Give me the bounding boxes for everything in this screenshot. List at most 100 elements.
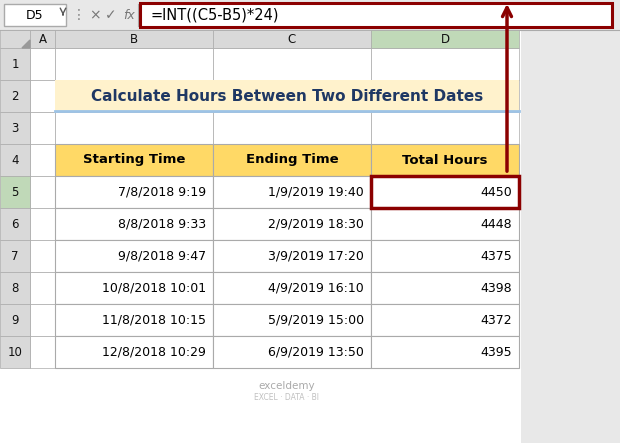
Bar [371,304,519,336]
Text: 10/8/2018 10:01: 10/8/2018 10:01 [102,281,206,295]
Text: 5/9/2019 15:00: 5/9/2019 15:00 [268,314,364,326]
Bar [30,304,55,336]
Bar [213,208,371,240]
Text: 9/8/2018 9:47: 9/8/2018 9:47 [118,249,206,263]
Bar [30,144,55,176]
Bar [371,304,519,336]
Bar [0,176,30,208]
Text: 4448: 4448 [480,218,512,230]
Bar [30,240,55,272]
Text: exceldemy: exceldemy [259,381,316,391]
Bar [371,144,519,176]
Bar [55,176,213,208]
Bar [0,112,30,144]
Text: 3: 3 [11,121,19,135]
Text: D: D [440,32,450,46]
Bar [213,240,371,272]
Bar [371,176,519,208]
Bar [213,48,371,80]
Bar [0,0,620,30]
Text: ✓: ✓ [105,8,117,22]
Bar [371,272,519,304]
Bar [371,336,519,368]
Bar [55,240,213,272]
Bar [371,240,519,272]
Text: 9: 9 [11,314,19,326]
Bar [30,208,55,240]
Bar [213,336,371,368]
Bar [0,80,30,112]
Text: 6: 6 [11,218,19,230]
Bar [0,30,30,48]
Bar [55,80,213,112]
Text: 5: 5 [11,186,19,198]
Bar [371,112,519,144]
Bar [55,272,213,304]
Bar [0,272,30,304]
Text: 4395: 4395 [480,346,512,358]
Text: 1: 1 [11,58,19,70]
Bar [55,112,213,144]
Polygon shape [22,40,30,48]
Bar [371,208,519,240]
Text: =INT((C5-B5)*24): =INT((C5-B5)*24) [150,8,278,23]
Bar [213,144,371,176]
Bar [0,240,30,272]
Text: ⋮: ⋮ [72,8,86,22]
Bar [371,240,519,272]
Bar [30,48,55,80]
Text: 2: 2 [11,89,19,102]
Text: 4: 4 [11,154,19,167]
Bar [371,30,519,48]
Bar [30,30,55,48]
Bar [371,272,519,304]
Text: 11/8/2018 10:15: 11/8/2018 10:15 [102,314,206,326]
Text: 8: 8 [11,281,19,295]
Bar [55,48,213,80]
Bar [371,208,519,240]
Bar [371,176,519,208]
Text: 2/9/2019 18:30: 2/9/2019 18:30 [268,218,364,230]
Bar [213,336,371,368]
Bar [55,272,213,304]
Bar [0,48,30,80]
Text: Total Hours: Total Hours [402,154,488,167]
Bar [213,80,371,112]
Bar [213,176,371,208]
Text: ×: × [89,8,101,22]
Text: D5: D5 [26,8,44,22]
Bar [55,304,213,336]
Bar [371,80,519,112]
Text: B: B [130,32,138,46]
Bar [213,112,371,144]
Bar [55,208,213,240]
Bar [55,176,213,208]
Bar [140,3,612,27]
Text: 7: 7 [11,249,19,263]
Bar [30,272,55,304]
Bar [213,240,371,272]
Bar [55,240,213,272]
Text: Calculate Hours Between Two Different Dates: Calculate Hours Between Two Different Da… [91,89,483,104]
Bar [30,112,55,144]
Text: 6/9/2019 13:50: 6/9/2019 13:50 [268,346,364,358]
Bar [371,336,519,368]
Text: 4450: 4450 [480,186,512,198]
Text: 4398: 4398 [480,281,512,295]
Bar [0,144,30,176]
Text: Starting Time: Starting Time [83,154,185,167]
Bar [55,80,519,112]
Text: A: A [38,32,46,46]
Text: 1/9/2019 19:40: 1/9/2019 19:40 [268,186,364,198]
Text: 3/9/2019 17:20: 3/9/2019 17:20 [268,249,364,263]
Bar [213,144,371,176]
Bar [30,80,55,112]
Bar [55,30,213,48]
Bar [55,144,213,176]
Text: EXCEL · DATA · BI: EXCEL · DATA · BI [254,392,319,401]
Bar [30,176,55,208]
Bar [213,208,371,240]
Bar [371,144,519,176]
Bar [213,272,371,304]
Bar [371,48,519,80]
